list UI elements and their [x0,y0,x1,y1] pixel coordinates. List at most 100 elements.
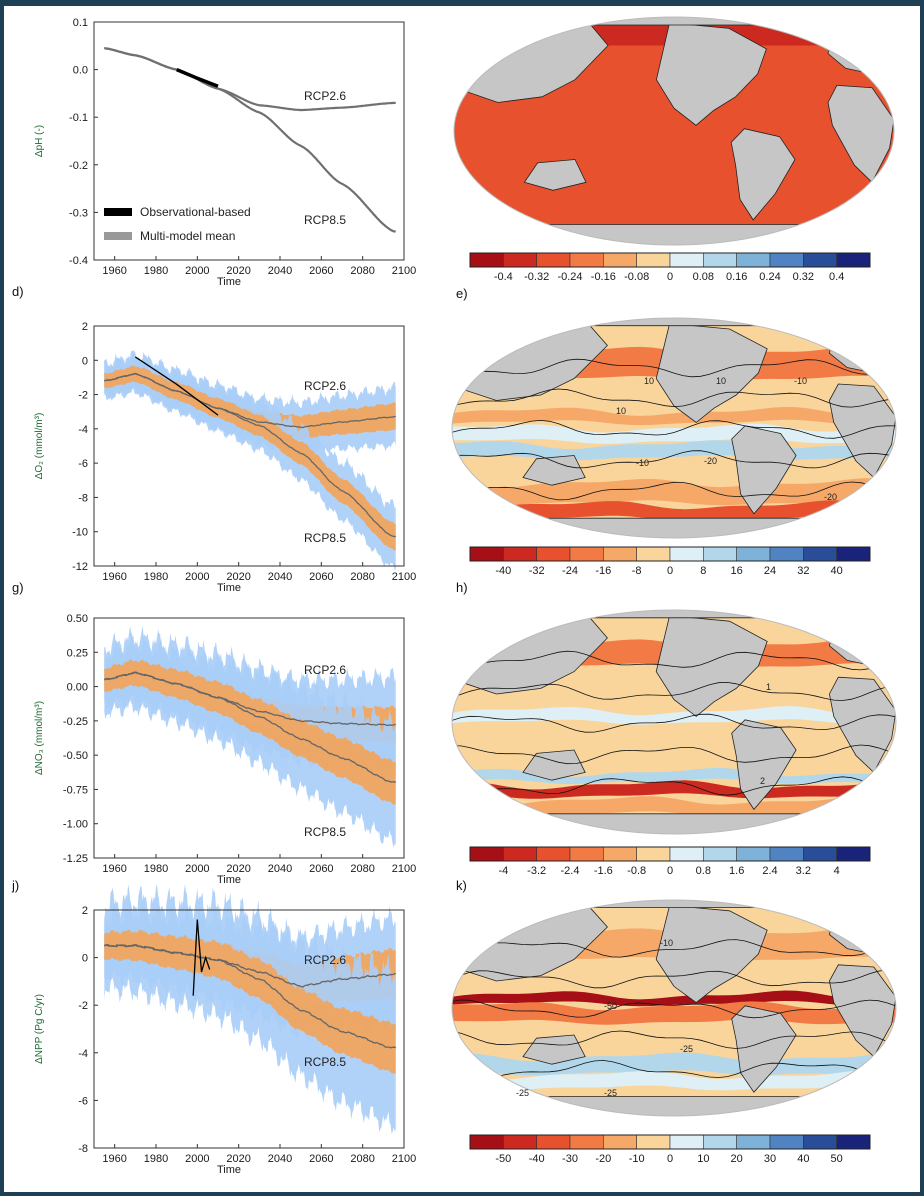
line-chart-3: 1960 1980 2000 2020 2040 2060 2080 2100 0.50 0.25… [34,613,416,886]
land-southAmerica [731,1005,797,1093]
ocean-band [452,795,896,817]
colorbar-tick-label: -1.6 [594,865,613,877]
colorbar-cell [836,1134,871,1150]
colorbar-tick-label: -10 [629,1153,645,1165]
colorbar-tick-label: 0.8 [696,865,711,877]
x-tick-label: 2040 [268,571,292,583]
colorbar-cell [636,846,671,862]
colorbar-tick-label: -8 [632,565,642,577]
band-outer-rcp85 [104,625,396,848]
legend-label-observational: Observational-based [140,205,251,219]
colorbar-cell [636,546,671,562]
mean-line-rcp85 [104,372,396,538]
land-australia [522,455,586,486]
colorbar-tick-label: 0.24 [759,271,780,283]
y-tick-label: 0.50 [67,613,88,625]
y-tick-label: 0 [82,355,88,367]
x-tick-label: 1980 [144,265,168,277]
y-tick-label: -8 [78,492,88,504]
y-tick-label: 0.1 [73,17,88,29]
x-tick-label: 2040 [268,1153,292,1165]
contour-label: -10 [636,458,649,468]
contour-line [452,713,896,733]
mean-line-rcp85 [104,47,396,233]
x-tick-label: 2100 [392,571,416,583]
colorbar-cell [703,846,737,862]
colorbar-cell [703,546,737,562]
colorbar-cell [669,846,704,862]
colorbar-1: -0.4 -0.32 -0.24 -0.16 -0.08 0 0.08 0.16 0.24 0.3… [469,252,871,283]
ocean-band [452,1070,896,1091]
y-tick-label: -2 [78,390,88,402]
colorbar-tick-label: -32 [529,565,545,577]
y-tick-label: -8 [78,1143,88,1155]
colorbar-tick-label: -24 [562,565,578,577]
map-panel-3 [451,609,897,835]
band-outer-rcp85 [104,349,396,571]
land-northAmerica [655,323,768,424]
contour-label: -25 [516,1088,529,1098]
colorbar-cell [503,1134,537,1150]
land-antarctica [452,517,896,538]
y-tick-label: -0.4 [69,255,88,267]
colorbar-cell [569,252,604,268]
x-tick-label: 2000 [185,1153,209,1165]
colorbar-cell [569,546,604,562]
colorbar-cell [536,546,571,562]
land-southAmerica [731,719,797,811]
x-axis-label: Time [217,1164,241,1176]
colorbar-tick-label: -0.08 [624,271,649,283]
colorbar-tick-label: 8 [700,565,706,577]
land-northAmerica [655,22,767,126]
colorbar-tick-label: 2.4 [762,865,777,877]
colorbar-cell [536,1134,571,1150]
colorbar-tick-label: -16 [595,565,611,577]
mean-line-rcp85 [104,671,397,784]
y-tick-label: -6 [78,458,88,470]
land-australia [523,159,587,191]
x-axis-label: Time [217,276,241,288]
contour-label: -10 [660,938,673,948]
legend-swatch-observational [104,208,132,216]
y-tick-label: -2 [78,1000,88,1012]
contour-line [452,481,896,501]
panel-label: j) [11,878,19,893]
colorbar-cell [469,252,504,268]
y-tick-label: -10 [72,527,88,539]
colorbar-cell [736,252,771,268]
ocean-band [452,990,896,1007]
colorbar-cell [736,546,771,562]
mean-line-rcp85 [104,943,397,1049]
x-tick-label: 2000 [185,863,209,875]
contour-line [452,939,896,958]
contour-line [452,1059,896,1079]
y-tick-label: -0.1 [69,112,88,124]
x-tick-label: 2060 [309,265,333,277]
contour-label: 10 [716,376,726,386]
map-outline [451,609,897,835]
mean-line-rcp26 [103,944,397,988]
contour-label: -25 [604,1088,617,1098]
y-tick-label: 2 [82,321,88,333]
colorbar-tick-label: -3.2 [527,865,546,877]
colorbar-frame [469,1134,871,1150]
colorbar-tick-label: 0 [667,1153,673,1165]
map-ocean [452,900,896,1116]
map-outline [451,317,897,539]
colorbar-tick-label: 30 [764,1153,776,1165]
x-tick-label: 1960 [102,571,126,583]
annotation-rcp26: RCP2.6 [304,663,346,677]
contour-label: 1 [766,682,771,692]
colorbar-tick-label: 0.4 [829,271,844,283]
band-inner-rcp85 [104,659,396,805]
contour-line [452,1030,896,1049]
colorbar-cell [536,846,571,862]
plot-frame [93,617,405,859]
y-tick-label: 0.00 [67,682,88,694]
line-chart-1: 1960 1980 2000 2020 2040 2060 2080 2100 0.1 0.0 -0… [34,17,416,288]
annotation-rcp85: RCP8.5 [304,825,346,839]
annotation-rcp85: RCP8.5 [304,1055,346,1069]
x-tick-label: 1960 [102,1153,126,1165]
x-tick-label: 2020 [226,863,250,875]
y-tick-label: -0.2 [69,160,88,172]
